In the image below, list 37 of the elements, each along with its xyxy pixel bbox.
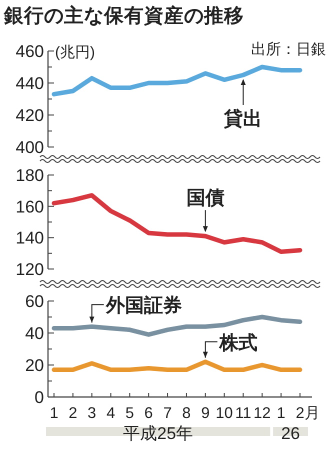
y-tick-label: 460 [16, 42, 44, 61]
x-tick-label: 7 [163, 405, 172, 422]
y-tick-label: 120 [16, 260, 44, 279]
y-tick-label: 160 [16, 197, 44, 216]
annotation: 出所：日銀 [251, 41, 326, 58]
y-tick-label: 60 [25, 292, 44, 311]
y-tick-label: 0 [34, 388, 44, 407]
text: 26 [281, 424, 300, 443]
line-series [52, 360, 302, 372]
x-tick-label: 1 [50, 405, 58, 422]
y-tick-label: 180 [16, 166, 44, 185]
y-tick-label: 400 [16, 138, 44, 157]
x-tick-label: 2 [68, 405, 78, 422]
series-label: 外国証券 [104, 294, 182, 317]
x-tick-label: 12 [254, 405, 271, 422]
y-tick-label: 140 [16, 228, 44, 248]
x-tick-label: 8 [182, 405, 191, 422]
x-tick-label: 11 [235, 405, 252, 422]
y-axis-title: (兆円) [55, 44, 95, 61]
line-series [52, 64, 302, 96]
x-tick-label: 2月 [296, 405, 320, 422]
x-tick-label: 9 [201, 405, 210, 422]
series-label: 貸出 [223, 108, 262, 130]
y-tick-label: 420 [16, 106, 44, 125]
series-label: 株式 [218, 332, 258, 354]
x-tick-label: 4 [106, 405, 116, 422]
y-tick-label: 440 [16, 74, 44, 93]
chart-title: 銀行の主な保有資産の推移 [3, 4, 244, 27]
x-tick-label: 5 [125, 405, 134, 422]
text: 平成25年 [123, 424, 194, 443]
x-tick-label: 1 [276, 405, 286, 422]
x-tick-label: 6 [144, 405, 153, 422]
x-tick-label: 10 [216, 405, 234, 422]
series-label: 国債 [186, 188, 224, 210]
y-tick-label: 20 [25, 356, 44, 375]
x-tick-label: 3 [88, 405, 96, 422]
y-tick-label: 40 [25, 324, 44, 343]
